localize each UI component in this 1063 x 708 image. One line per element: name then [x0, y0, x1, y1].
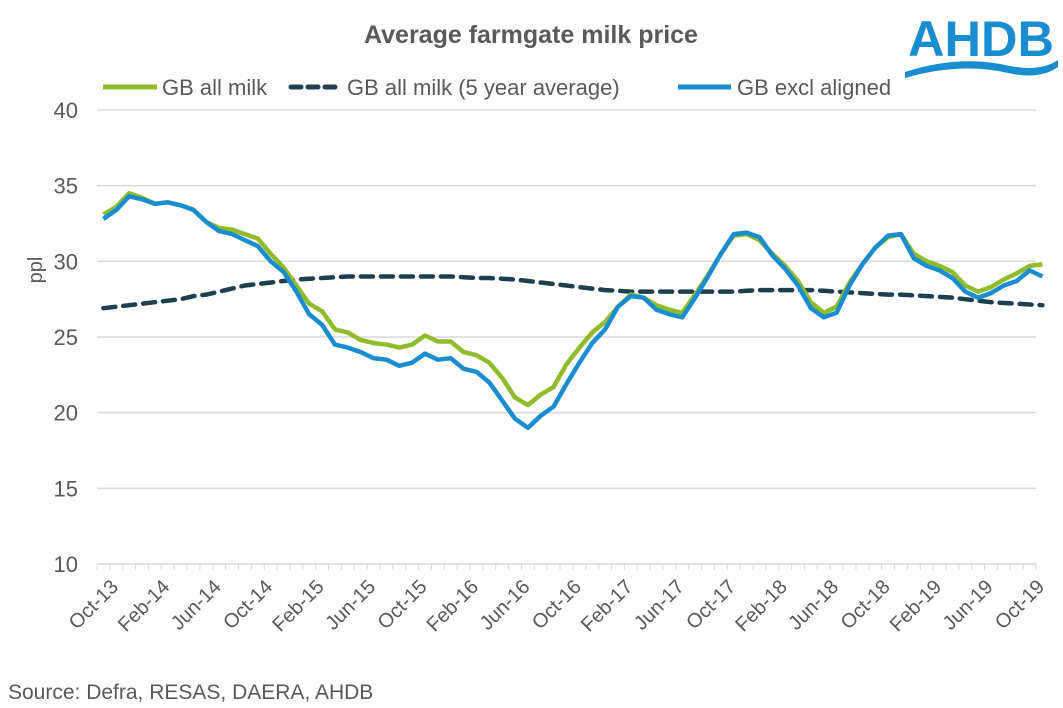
- chart-title: Average farmgate milk price: [364, 21, 698, 49]
- x-tick-label: Oct-16: [528, 576, 586, 634]
- x-tick-label: Feb-15: [268, 576, 328, 636]
- y-tick-label: 30: [54, 249, 78, 274]
- legend-item: GB all milk: [103, 75, 268, 100]
- legend-item: GB all milk (5 year average): [288, 75, 620, 100]
- x-tick-label: Oct-13: [65, 576, 123, 634]
- legend-label: GB all milk: [162, 75, 268, 100]
- source-note: Source: Defra, RESAS, DAERA, AHDB: [8, 681, 373, 704]
- ahdb-logo: AHDB: [905, 11, 1058, 78]
- legend-item: GB excl aligned: [678, 75, 891, 100]
- x-tick-label: Jun-14: [167, 576, 226, 635]
- x-tick-label: Feb-17: [577, 576, 637, 636]
- y-tick-label: 25: [54, 325, 78, 350]
- logo-text: AHDB: [908, 11, 1054, 67]
- series-lines: [101, 190, 1045, 431]
- x-tick-label: Oct-18: [837, 576, 895, 634]
- y-tick-label: 10: [54, 552, 78, 577]
- x-axis: Oct-13Feb-14Jun-14Oct-14Feb-15Jun-15Oct-…: [65, 563, 1049, 636]
- legend-label: GB all milk (5 year average): [347, 75, 620, 100]
- y-tick-label: 20: [54, 401, 78, 426]
- series-line-gb-excl-aligned: [102, 194, 1044, 431]
- x-tick-label: Oct-19: [991, 576, 1049, 634]
- x-tick-label: Jun-18: [784, 576, 843, 635]
- x-tick-label: Jun-16: [476, 576, 535, 635]
- series-line-gb-all-milk-5-year-average: [101, 274, 1045, 311]
- legend-label: GB excl aligned: [737, 75, 891, 100]
- x-tick-label: Feb-14: [114, 576, 174, 636]
- x-tick-label: Feb-18: [731, 576, 791, 636]
- x-tick-label: Feb-19: [886, 576, 946, 636]
- y-tick-label: 35: [54, 174, 78, 199]
- x-tick-label: Jun-17: [630, 576, 689, 635]
- x-tick-label: Oct-14: [219, 576, 277, 634]
- y-tick-label: 15: [54, 476, 78, 501]
- legend: GB all milk GB all milk (5 year average) G…: [103, 75, 891, 100]
- x-tick-label: Oct-17: [682, 576, 740, 634]
- x-tick-label: Jun-15: [321, 576, 380, 635]
- logo-wave-icon: [905, 60, 1058, 78]
- y-axis-label: ppl: [25, 257, 47, 284]
- y-tick-label: 40: [54, 98, 78, 123]
- x-tick-label: Feb-16: [423, 576, 483, 636]
- gridlines: [97, 109, 1036, 490]
- y-axis-ticks: 10 15 20 25 30 35 40: [54, 98, 78, 577]
- x-tick-label: Jun-19: [939, 576, 998, 635]
- x-tick-label: Oct-15: [374, 576, 432, 634]
